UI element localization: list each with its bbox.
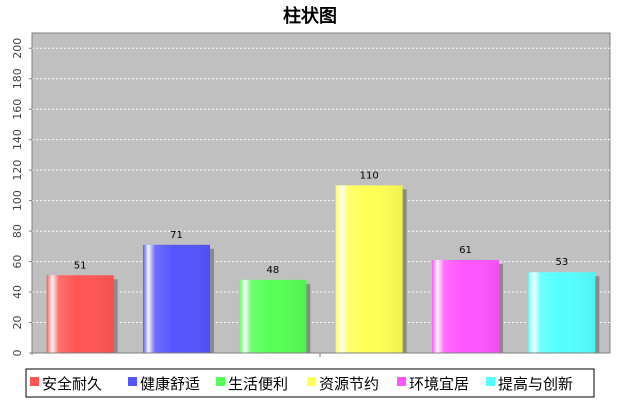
bar-value-label: 51 — [74, 260, 87, 271]
bar-value-label: 61 — [459, 245, 472, 256]
gridlines — [32, 47, 610, 324]
y-tick-label: 80 — [11, 224, 24, 238]
y-tick-label: 180 — [11, 68, 24, 89]
y-tick-label: 60 — [11, 255, 24, 269]
bar-highlight — [335, 185, 403, 353]
y-tick-label: 160 — [11, 99, 24, 120]
legend-label: 提高与创新 — [498, 375, 573, 393]
bar-highlight — [143, 244, 210, 353]
y-tick-label: 120 — [11, 160, 24, 181]
chart-title: 柱状图 — [283, 5, 337, 27]
legend-swatch — [307, 377, 316, 386]
y-tick-label: 200 — [11, 38, 24, 59]
bar-value-label: 71 — [170, 230, 183, 241]
legend-label: 健康舒适 — [140, 375, 200, 393]
bar-highlight — [46, 275, 114, 353]
bar-value-label: 53 — [555, 257, 568, 268]
legend-swatch — [397, 377, 406, 386]
legend-swatch — [486, 377, 495, 386]
y-tick-label: 100 — [11, 190, 24, 211]
legend-label: 安全耐久 — [42, 375, 102, 393]
bar-value-label: 48 — [266, 265, 279, 276]
bar-highlight — [432, 260, 499, 353]
plot-area — [31, 32, 611, 354]
legend-swatch — [128, 377, 137, 386]
bars: 51 71 48 110 61 53 — [46, 170, 600, 353]
legend: 安全耐久 健康舒适 生活便利 资源节约 环境宜居 提高与创新 — [25, 368, 595, 398]
legend-swatch — [216, 377, 225, 386]
legend-label: 资源节约 — [319, 375, 379, 393]
bar-highlight — [239, 279, 307, 353]
legend-label: 环境宜居 — [409, 375, 469, 393]
y-tick-label: 140 — [11, 129, 24, 150]
y-axis: 0 20 40 60 80 100 120 140 160 180 200 — [11, 38, 32, 357]
legend-swatch — [30, 377, 39, 386]
y-tick-label: 40 — [11, 285, 24, 299]
bar-highlight — [528, 272, 596, 353]
bar-value-label: 110 — [360, 170, 379, 181]
y-tick-label: 0 — [11, 350, 24, 357]
y-tick-label: 20 — [11, 316, 24, 330]
legend-label: 生活便利 — [228, 375, 288, 393]
